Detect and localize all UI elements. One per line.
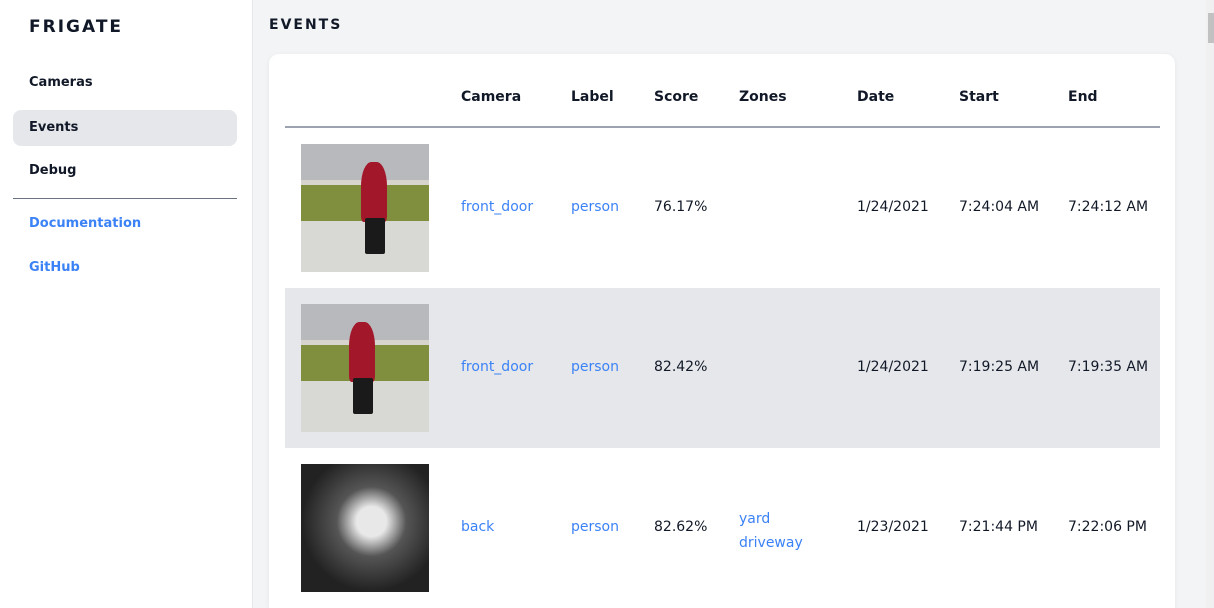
sidebar-divider [13, 198, 237, 199]
score-cell: 82.42% [654, 359, 708, 375]
start-cell: 7:19:25 AM [959, 359, 1040, 375]
camera-link[interactable]: front_door [461, 199, 534, 215]
end-cell: 7:22:06 PM [1068, 519, 1147, 535]
table-row[interactable]: front_door person 76.17% 1/24/2021 7:24:… [285, 128, 1160, 288]
sidebar-item-cameras[interactable]: Cameras [29, 75, 93, 90]
end-cell: 7:19:35 AM [1068, 359, 1149, 375]
zones-cell: yard driveway [739, 507, 803, 555]
camera-link[interactable]: back [461, 519, 495, 535]
table-row[interactable]: front_door person 82.42% 1/24/2021 7:19:… [285, 288, 1160, 448]
column-end: End [1068, 89, 1098, 105]
person-legs [365, 218, 385, 254]
person-figure [349, 322, 375, 382]
app-logo: FRIGATE [29, 17, 124, 37]
date-cell: 1/23/2021 [857, 519, 929, 535]
documentation-link[interactable]: Documentation [29, 216, 142, 231]
column-score: Score [654, 89, 699, 105]
event-thumbnail[interactable] [301, 144, 429, 272]
date-cell: 1/24/2021 [857, 199, 929, 215]
label-link[interactable]: person [571, 519, 619, 535]
column-zones: Zones [739, 89, 787, 105]
score-cell: 82.62% [654, 519, 708, 535]
github-link[interactable]: GitHub [29, 260, 80, 275]
scrollbar[interactable] [1206, 0, 1214, 608]
person-figure [361, 162, 387, 222]
sidebar-item-events[interactable]: Events [13, 110, 237, 146]
table-row[interactable]: back person 82.62% yard driveway 1/23/202… [285, 448, 1160, 608]
column-start: Start [959, 89, 999, 105]
zone-link[interactable]: yard [739, 511, 771, 527]
event-thumbnail[interactable] [301, 464, 429, 592]
zone-link[interactable]: driveway [739, 535, 803, 551]
sidebar: FRIGATE Cameras Events Debug Documentati… [0, 0, 253, 608]
date-cell: 1/24/2021 [857, 359, 929, 375]
start-cell: 7:24:04 AM [959, 199, 1040, 215]
start-cell: 7:21:44 PM [959, 519, 1038, 535]
table-header: Camera Label Score Zones Date Start End [285, 54, 1160, 128]
label-link[interactable]: person [571, 199, 619, 215]
events-table: Camera Label Score Zones Date Start End … [269, 54, 1175, 608]
scrollbar-thumb[interactable] [1208, 13, 1214, 43]
column-date: Date [857, 89, 895, 105]
label-link[interactable]: person [571, 359, 619, 375]
column-camera: Camera [461, 89, 522, 105]
event-thumbnail[interactable] [301, 304, 429, 432]
camera-link[interactable]: front_door [461, 359, 534, 375]
person-legs [353, 378, 373, 414]
end-cell: 7:24:12 AM [1068, 199, 1149, 215]
sidebar-item-debug[interactable]: Debug [29, 163, 77, 178]
page-title: EVENTS [269, 17, 343, 33]
score-cell: 76.17% [654, 199, 708, 215]
column-label: Label [571, 89, 614, 105]
